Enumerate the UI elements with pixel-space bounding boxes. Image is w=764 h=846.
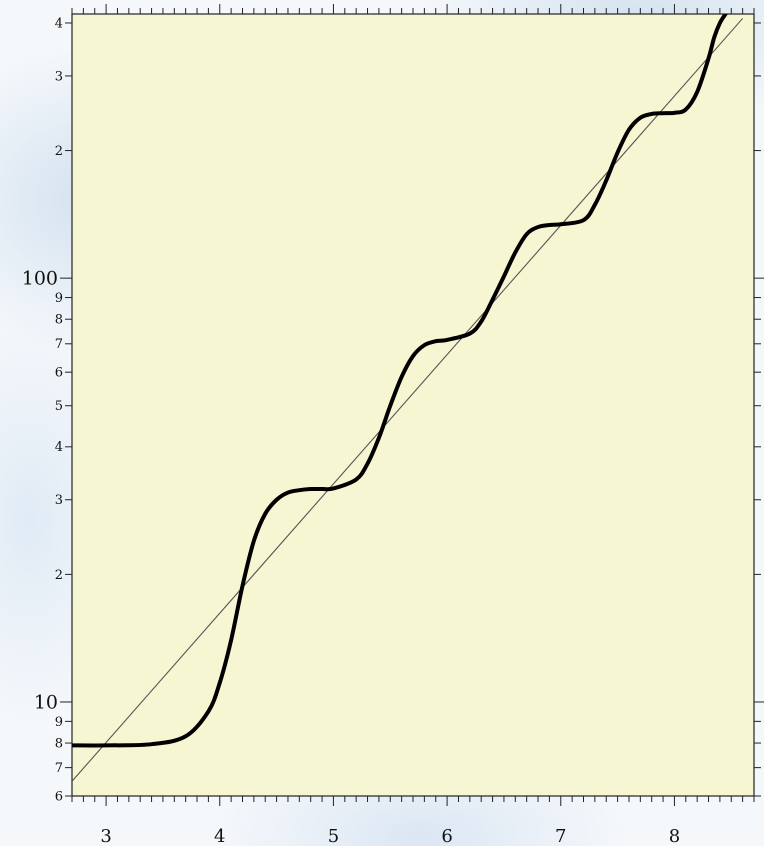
y-tick-label: 7 — [55, 761, 63, 776]
y-tick-label: 4 — [55, 16, 63, 31]
staircase-curve — [72, 14, 728, 748]
y-tick-label: 8 — [55, 313, 63, 328]
y-tick-label: 7 — [55, 337, 63, 352]
x-tick-label: 4 — [214, 826, 225, 846]
y-tick-label: 9 — [55, 291, 63, 306]
series — [72, 14, 744, 782]
y-tick-label: 2 — [55, 144, 63, 159]
x-tick-label: 6 — [441, 826, 452, 846]
reference-line — [72, 18, 744, 782]
y-tick-label: 9 — [55, 715, 63, 730]
y-tick-label: 10 — [34, 691, 58, 713]
y-tick-label: 3 — [55, 493, 63, 508]
x-tick-label: 3 — [100, 826, 111, 846]
y-tick-label: 2 — [55, 568, 63, 583]
y-tick-label: 6 — [55, 789, 63, 804]
x-tick-label: 8 — [669, 826, 680, 846]
y-tick-label: 4 — [55, 440, 63, 455]
x-tick-label: 5 — [328, 826, 339, 846]
y-tick-label: 6 — [55, 366, 63, 381]
x-tick-label: 7 — [555, 826, 566, 846]
tick-marks — [60, 4, 764, 806]
y-tick-label: 100 — [22, 268, 58, 290]
y-tick-label: 8 — [55, 736, 63, 751]
y-tick-label: 5 — [55, 399, 63, 414]
y-tick-label: 3 — [55, 69, 63, 84]
plot-area — [71, 13, 755, 797]
